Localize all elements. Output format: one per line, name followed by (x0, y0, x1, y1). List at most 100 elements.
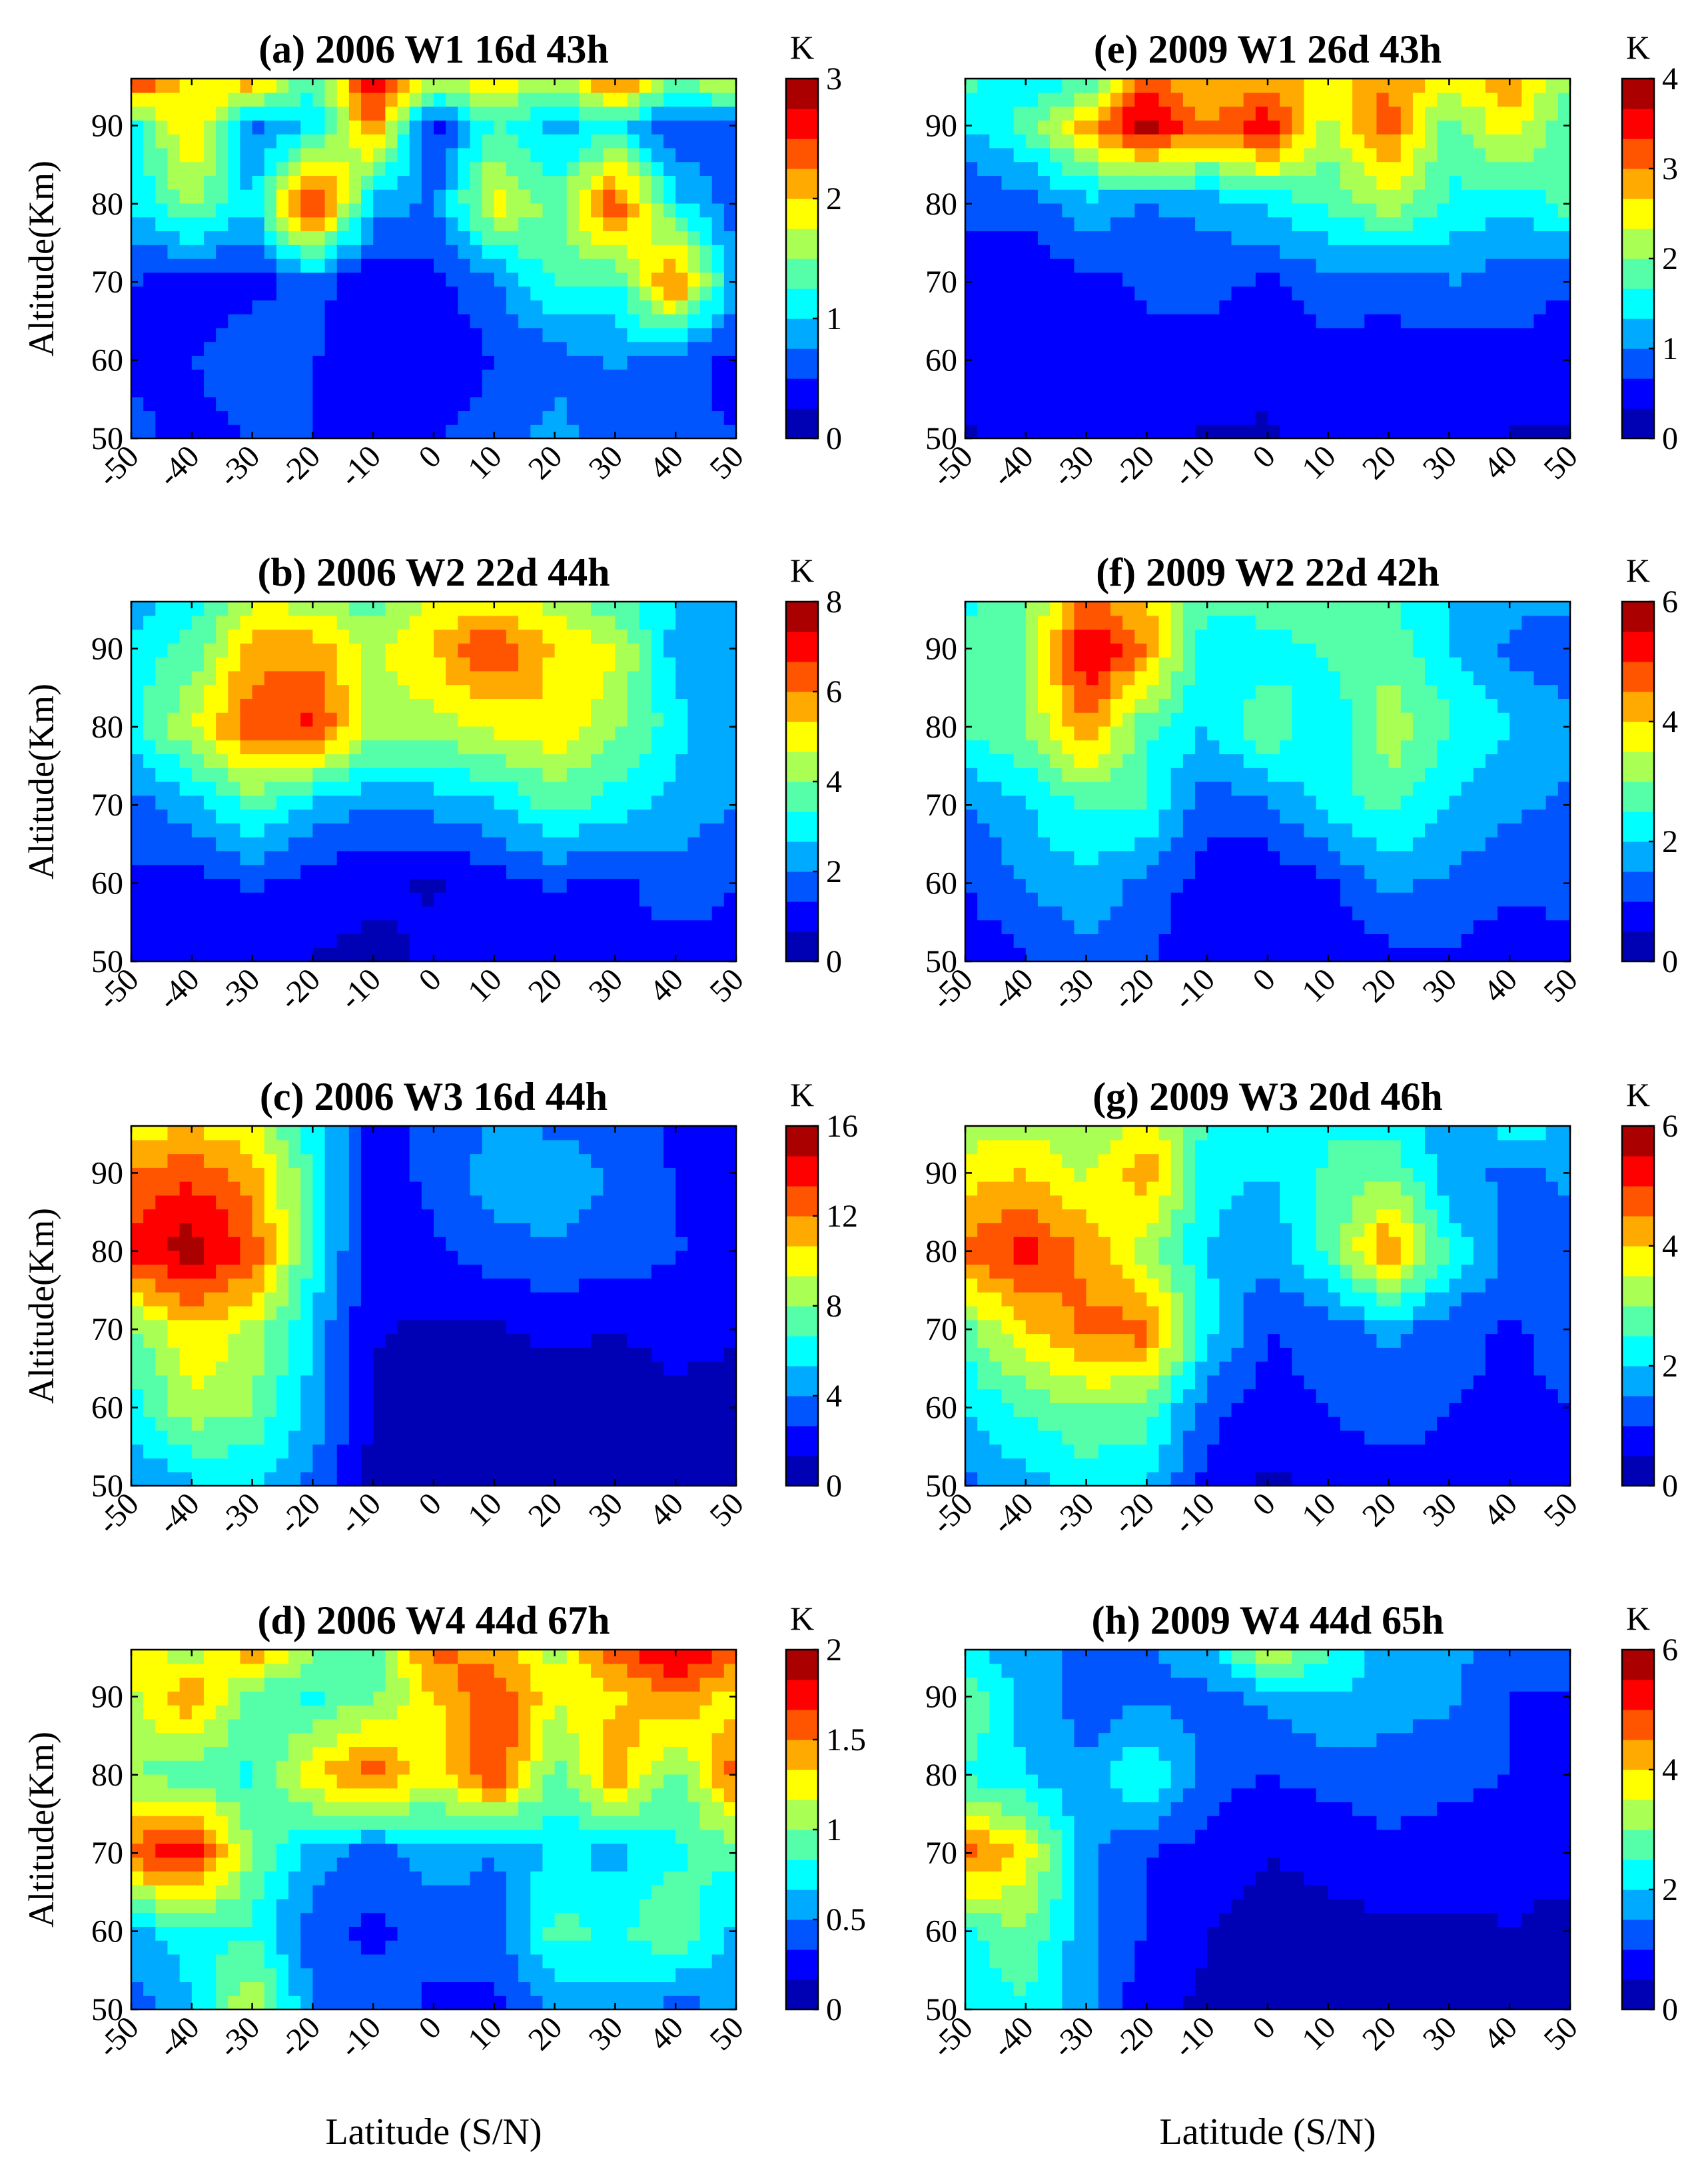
heatmap-cell (155, 1760, 169, 1775)
heatmap-cell (506, 1374, 519, 1390)
heatmap-cell (723, 1126, 737, 1141)
heatmap-cell (216, 1347, 228, 1362)
heatmap-cell (591, 823, 604, 837)
heatmap-cell (276, 878, 289, 893)
heatmap-cell (591, 245, 604, 259)
heatmap-cell (458, 1264, 471, 1279)
heatmap-cell (288, 1472, 301, 1486)
heatmap-cell (252, 768, 265, 782)
heatmap-cell (264, 892, 277, 907)
heatmap-cell (651, 1250, 664, 1265)
heatmap-cell (518, 1912, 531, 1927)
heatmap-cell (276, 629, 289, 644)
heatmap-cell (300, 1153, 313, 1168)
heatmap-cell (591, 1430, 604, 1445)
heatmap-cell (155, 259, 169, 273)
heatmap-cell (373, 272, 386, 287)
heatmap-cell (348, 1981, 362, 1996)
heatmap-cell (494, 1788, 507, 1803)
heatmap-cell (385, 134, 398, 149)
heatmap-cell (554, 905, 568, 921)
heatmap-cell (361, 712, 374, 727)
heatmap-cell (312, 1250, 326, 1265)
heatmap-cell (155, 850, 169, 865)
heatmap-cell (216, 919, 228, 935)
heatmap-cell (530, 1926, 544, 1941)
heatmap-cell (723, 1319, 737, 1335)
heatmap-cell (288, 768, 301, 782)
heatmap-cell (554, 1292, 568, 1307)
heatmap-cell (397, 864, 410, 879)
heatmap-cell (409, 286, 422, 300)
heatmap-cell (373, 396, 386, 412)
heatmap-cell (409, 1843, 422, 1858)
heatmap-cell (615, 657, 628, 672)
heatmap-cell (591, 120, 604, 135)
heatmap-cell (216, 1250, 228, 1265)
heatmap-cell (179, 175, 193, 190)
heatmap-cell (566, 1940, 580, 1955)
heatmap-cell (397, 327, 410, 342)
heatmap-cell (348, 1885, 362, 1900)
heatmap-cell (591, 1181, 604, 1196)
heatmap-cell (240, 300, 253, 314)
heatmap-cell (591, 1347, 604, 1362)
heatmap-cell (482, 203, 495, 218)
heatmap-cell (615, 203, 628, 218)
heatmap-cell (627, 1209, 640, 1223)
heatmap-cell (699, 382, 713, 398)
heatmap-cell (385, 1306, 398, 1321)
heatmap-cell (434, 1374, 446, 1390)
heatmap-cell (361, 355, 374, 370)
heatmap-cell (615, 1347, 628, 1362)
heatmap-cell (361, 245, 374, 259)
heatmap-cell (191, 1153, 205, 1168)
heatmap-cell (506, 602, 519, 616)
heatmap-cell (723, 1912, 737, 1927)
heatmap-cell (446, 1209, 458, 1223)
heatmap-cell (336, 837, 350, 851)
heatmap-cell (434, 217, 446, 232)
heatmap-cell (361, 300, 374, 314)
heatmap-cell (494, 1898, 507, 1913)
heatmap-cell (470, 615, 483, 630)
heatmap-cell (530, 1857, 544, 1872)
heatmap-cell (458, 106, 471, 121)
heatmap-cell (470, 1292, 483, 1307)
heatmap-cell (687, 1816, 701, 1830)
heatmap-cell (179, 643, 193, 658)
heatmap-cell (324, 629, 338, 644)
heatmap-cell (482, 1167, 495, 1182)
heatmap-cell (542, 1278, 556, 1293)
heatmap-cell (711, 1885, 725, 1900)
heatmap-cell (578, 1264, 592, 1279)
heatmap-cell (615, 341, 628, 356)
heatmap-cell (264, 314, 277, 328)
heatmap-cell (615, 602, 628, 616)
heatmap-cell (651, 1237, 664, 1251)
heatmap-cell (603, 1167, 616, 1182)
heatmap-cell (240, 134, 253, 149)
heatmap-cell (554, 314, 568, 328)
heatmap-cell (542, 1388, 556, 1403)
heatmap-cell (446, 1361, 458, 1376)
heatmap-cell (300, 1139, 313, 1155)
heatmap-cell (554, 1802, 568, 1816)
heatmap-cell (336, 1237, 350, 1251)
heatmap-cell (143, 1458, 156, 1472)
heatmap-cell (179, 369, 193, 384)
heatmap-cell (252, 1472, 265, 1486)
heatmap-cell (143, 905, 156, 921)
heatmap-cell (264, 809, 277, 823)
heatmap-cell (373, 726, 386, 741)
heatmap-cell (675, 795, 688, 810)
heatmap-cell (578, 850, 592, 865)
heatmap-cell (615, 1898, 628, 1913)
heatmap-cell (530, 1292, 544, 1307)
heatmap-cell (542, 1361, 556, 1376)
heatmap-cell (434, 1967, 446, 1983)
heatmap-cell (240, 1981, 253, 1996)
heatmap-cell (385, 768, 398, 782)
heatmap-cell (711, 245, 725, 259)
heatmap-cell (240, 259, 253, 273)
